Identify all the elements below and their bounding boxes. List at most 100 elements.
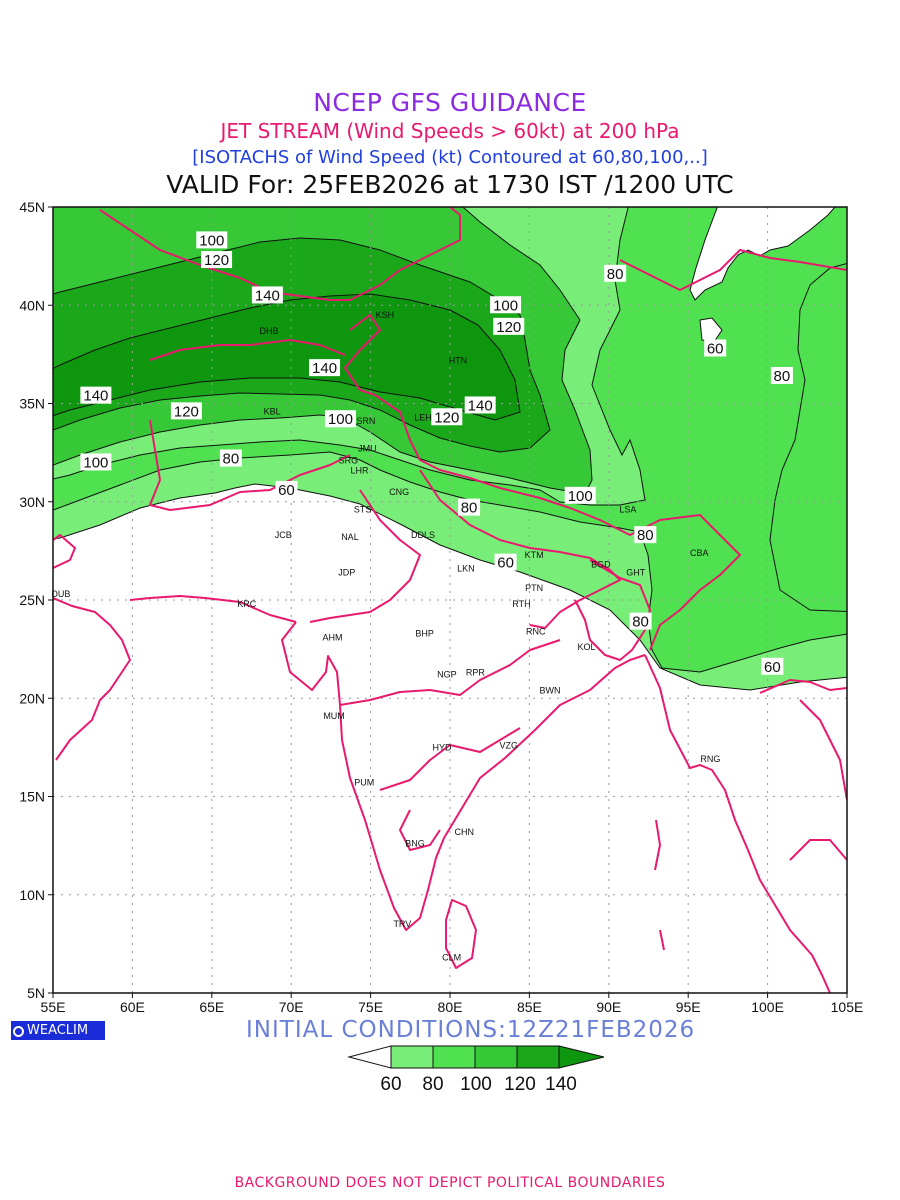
lat-tick-label: 35N <box>19 396 45 412</box>
legend-swatch-above-140 <box>558 1045 605 1069</box>
contour-label-bg <box>275 480 298 498</box>
lat-tick-label: 5N <box>27 985 45 1001</box>
color-bar-legend: 60 80 100 120 140 <box>347 1045 605 1095</box>
station-label: HTN <box>449 355 468 365</box>
contour-label-bg <box>464 396 496 414</box>
station-label: CLM <box>442 953 461 963</box>
myanmar-coast <box>644 654 831 993</box>
contour-label-bg <box>80 453 112 471</box>
contour-label-bg <box>219 449 242 467</box>
station-label: BGD <box>591 560 611 570</box>
isotach-note: [ISOTACHS of Wind Speed (kt) Contoured a… <box>192 147 708 168</box>
station-label: KOL <box>578 642 596 652</box>
isotach-band-80 <box>53 207 847 673</box>
contour-label: 80 <box>607 266 624 283</box>
isotach-band-80-east <box>769 262 847 612</box>
valid-time: VALID For: 25FEB2026 at 1730 IST /1200 U… <box>166 170 734 199</box>
contour-label: 60 <box>278 482 295 499</box>
contour-label: 80 <box>223 451 240 468</box>
central-asia <box>99 207 461 301</box>
station-label: RNC <box>526 626 546 636</box>
legend-swatch-60-80 <box>390 1045 434 1069</box>
station-label: NAL <box>341 532 359 542</box>
contour-label: 120 <box>174 403 199 420</box>
station-label: DDLS <box>411 530 435 540</box>
station-label: CBA <box>690 548 709 558</box>
contour-label-bg <box>309 359 341 377</box>
station-label: STS <box>354 505 372 515</box>
contour-label: 80 <box>632 614 649 631</box>
andaman-islands <box>654 819 665 951</box>
lat-tick-label: 40N <box>19 297 45 313</box>
legend-label: 120 <box>504 1074 536 1095</box>
contour-label-bg <box>170 402 202 420</box>
contour-label-bg <box>431 408 463 426</box>
map-title: NCEP GFS GUIDANCE <box>313 88 587 117</box>
station-label: DUB <box>51 589 70 599</box>
contour-label-bg <box>494 553 517 571</box>
contour-label: 80 <box>637 527 654 544</box>
station-label: MUM <box>323 711 345 721</box>
lon-tick-label: 75E <box>358 999 383 1015</box>
contour-label-bg <box>458 498 481 516</box>
station-label: LSA <box>619 505 636 515</box>
station-label: RNG <box>700 754 720 764</box>
station-label: RPR <box>466 668 486 678</box>
station-label: CNG <box>389 487 409 497</box>
legend-swatch-120-140 <box>516 1045 560 1069</box>
station-label: BWN <box>540 685 561 695</box>
contour-label: 120 <box>204 252 229 269</box>
contour-label-bg <box>629 612 652 630</box>
lon-tick-label: 95E <box>676 999 701 1015</box>
contour-label: 140 <box>468 397 493 414</box>
india-inner-2 <box>339 639 561 706</box>
station-label: VZG <box>499 740 518 750</box>
bangladesh <box>574 559 651 661</box>
isotach-band-140 <box>53 293 521 421</box>
station-label: GHT <box>626 567 646 577</box>
station-label: KSH <box>376 310 395 320</box>
station-label: TRV <box>393 919 411 929</box>
contour-label-bg <box>770 366 793 384</box>
contour-label-bg <box>324 410 356 428</box>
contour-label: 120 <box>434 409 459 426</box>
contour-label-bg <box>761 657 784 675</box>
contour-label-bg <box>201 251 233 269</box>
logo-text: WEACLIM <box>27 1023 89 1038</box>
legend-label: 80 <box>422 1074 443 1095</box>
station-label: BHP <box>415 628 434 638</box>
lat-tick-label: 30N <box>19 494 45 510</box>
contour-label: 100 <box>568 488 593 505</box>
contour-label-bg <box>251 286 283 304</box>
lat-tick-label: 25N <box>19 592 45 608</box>
legend-swatch-80-100 <box>432 1045 476 1069</box>
india-coastline <box>281 621 646 931</box>
boundaries <box>53 207 847 993</box>
nepal-bhutan <box>419 469 621 629</box>
himalaya-boundary <box>344 314 741 651</box>
lon-tick-label: 65E <box>199 999 224 1015</box>
station-label: CHN <box>455 827 475 837</box>
weaclim-logo: WEACLIM <box>11 1021 105 1040</box>
india-inner-3 <box>379 727 521 851</box>
logo-ring-icon <box>13 1026 24 1037</box>
contour-label-bg <box>493 317 525 335</box>
lon-tick-label: 85E <box>517 999 542 1015</box>
lat-tick-label: 45N <box>19 199 45 215</box>
legend-label: 100 <box>460 1074 492 1095</box>
india-inner-1 <box>309 489 421 623</box>
lat-tick-label: 20N <box>19 690 45 706</box>
disclaimer: BACKGROUND DOES NOT DEPICT POLITICAL BOU… <box>234 1175 666 1191</box>
contour-labels: 100 120 140 100 120 80 140 120 140 100 120 140 100 80… <box>80 231 793 676</box>
latitude-axis: 45N 40N 35N 30N 25N 20N 15N 10N 5N <box>19 199 53 1001</box>
legend-label: 60 <box>380 1074 401 1095</box>
station-label: HYD <box>433 742 453 752</box>
contour-label: 100 <box>493 297 518 314</box>
map-subtitle: JET STREAM (Wind Speeds > 60kt) at 200 h… <box>220 119 680 143</box>
contour-label: 140 <box>255 287 280 304</box>
lon-tick-label: 55E <box>41 999 66 1015</box>
lon-tick-label: 80E <box>438 999 463 1015</box>
station-label: PTN <box>525 583 543 593</box>
contour-label: 100 <box>199 232 224 249</box>
